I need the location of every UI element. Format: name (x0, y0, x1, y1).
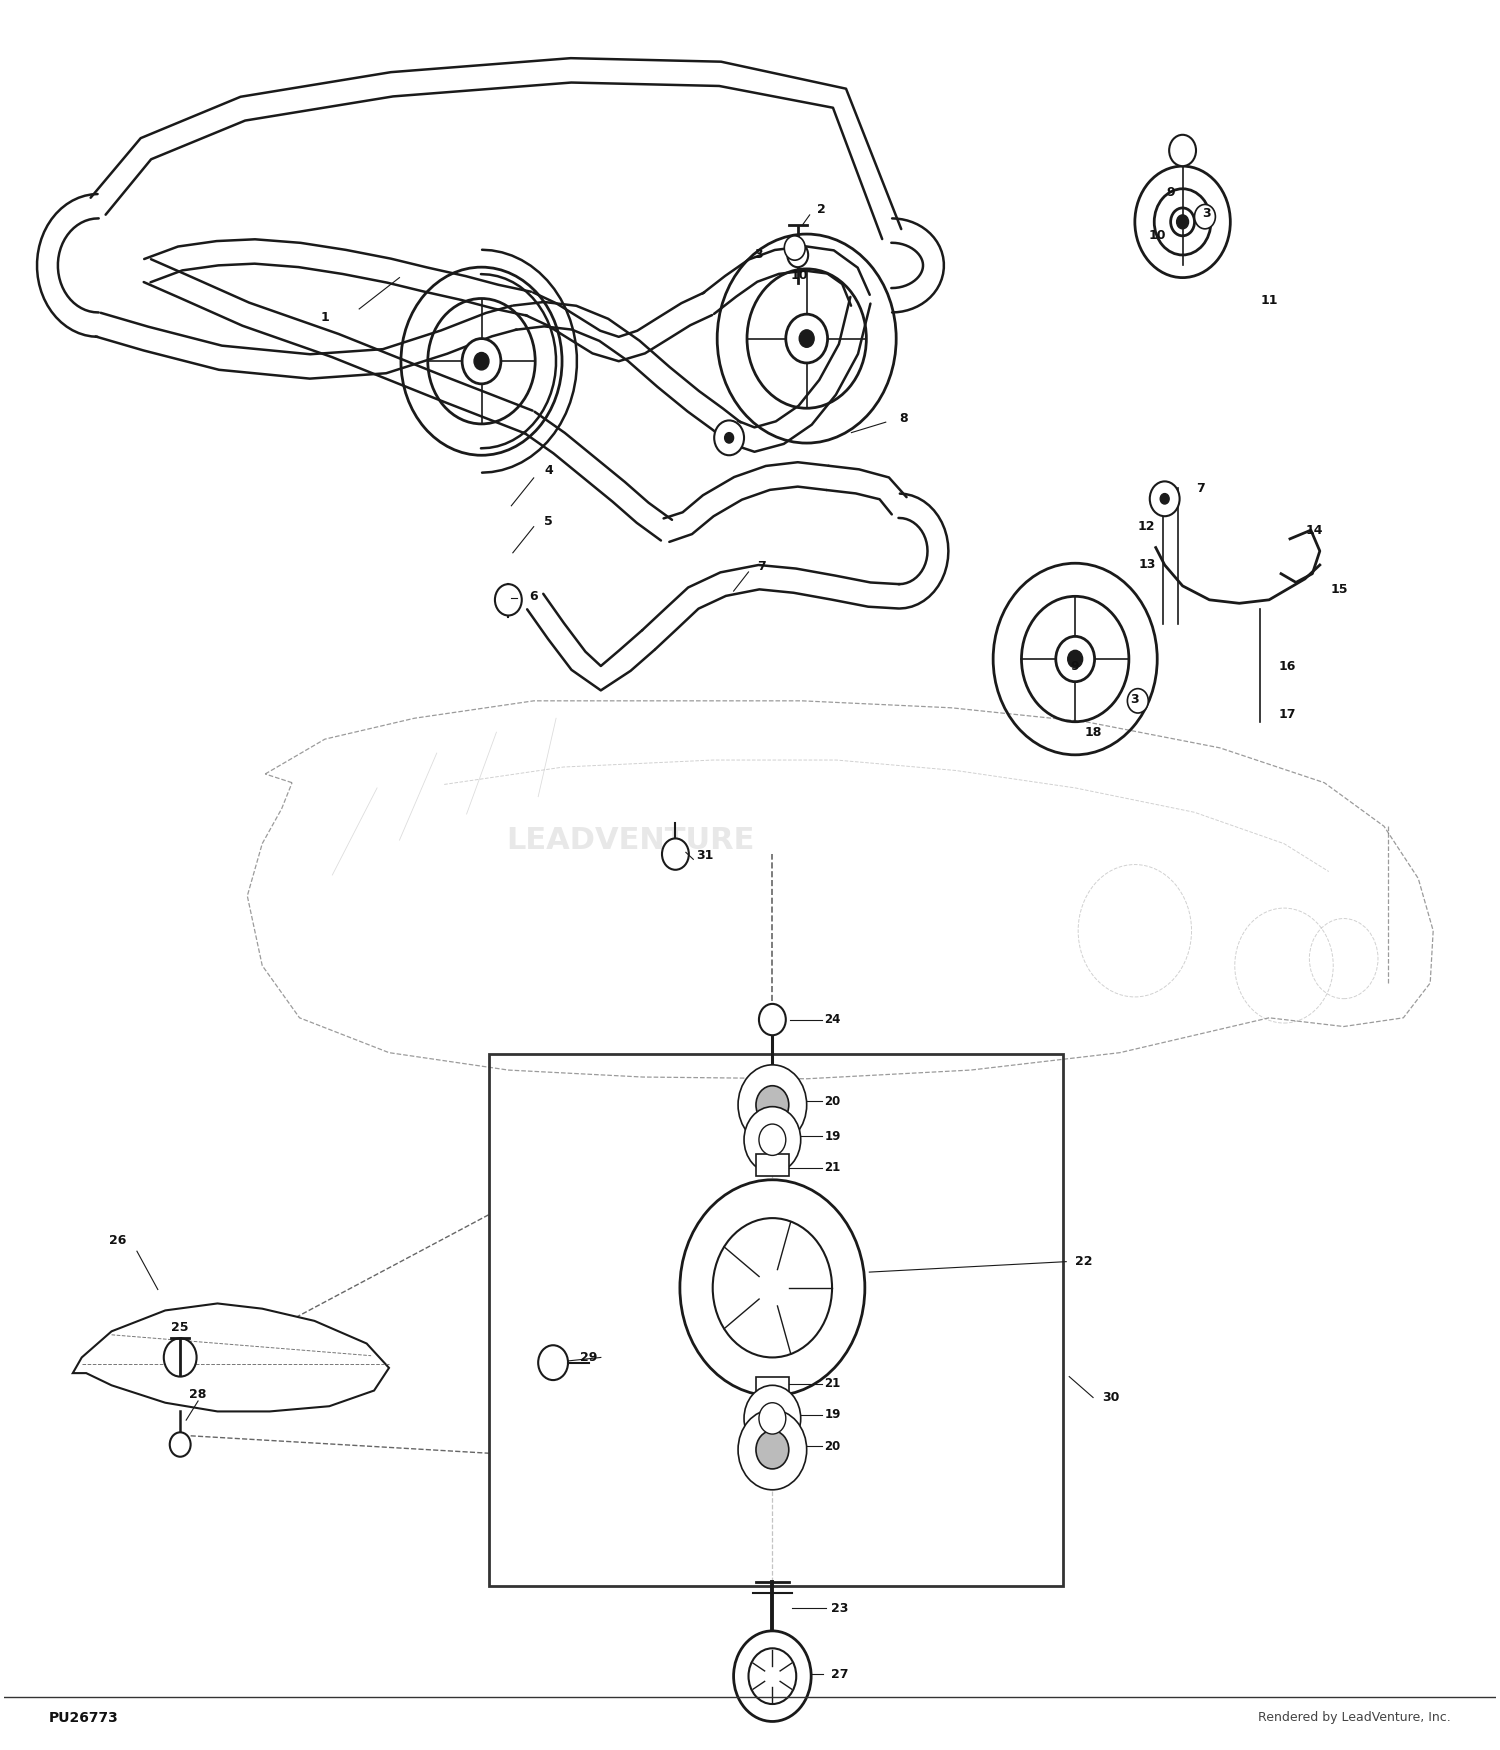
Circle shape (744, 1106, 801, 1172)
Circle shape (680, 1180, 865, 1396)
Text: 22: 22 (1076, 1255, 1094, 1269)
Text: 8: 8 (900, 413, 908, 425)
Text: 2: 2 (818, 203, 827, 217)
Text: 9: 9 (1167, 186, 1174, 200)
Text: LEADVENTURE: LEADVENTURE (507, 826, 754, 854)
Text: PU26773: PU26773 (50, 1712, 118, 1726)
Circle shape (495, 584, 522, 616)
Text: 10: 10 (790, 270, 808, 282)
Text: 25: 25 (171, 1321, 189, 1334)
Text: 3: 3 (1131, 693, 1138, 705)
Text: 13: 13 (1138, 558, 1155, 572)
Circle shape (744, 1386, 801, 1451)
Text: 23: 23 (831, 1601, 848, 1615)
Text: 18: 18 (1084, 726, 1102, 738)
Text: 19: 19 (825, 1409, 842, 1421)
Circle shape (748, 1648, 796, 1704)
Circle shape (1160, 493, 1168, 504)
Circle shape (759, 1404, 786, 1433)
Text: 20: 20 (825, 1440, 842, 1452)
Circle shape (738, 1064, 807, 1144)
Circle shape (164, 1339, 196, 1377)
Circle shape (784, 236, 806, 261)
Text: 10: 10 (1149, 229, 1166, 242)
Circle shape (1056, 637, 1095, 682)
Circle shape (170, 1432, 190, 1456)
Text: 31: 31 (696, 849, 714, 863)
Text: 4: 4 (544, 464, 554, 478)
Circle shape (724, 432, 734, 443)
Text: 9: 9 (1071, 660, 1080, 672)
Text: 3: 3 (1202, 206, 1210, 220)
Bar (756, 1153, 789, 1176)
Circle shape (1176, 215, 1188, 229)
Text: 28: 28 (189, 1388, 207, 1400)
Text: 16: 16 (1278, 660, 1296, 672)
Text: 24: 24 (825, 1013, 842, 1026)
Circle shape (756, 1430, 789, 1468)
Text: 3: 3 (754, 248, 764, 261)
Circle shape (1128, 690, 1149, 712)
Text: 20: 20 (825, 1096, 842, 1108)
Circle shape (462, 338, 501, 383)
Text: 30: 30 (1102, 1391, 1119, 1404)
Circle shape (738, 1410, 807, 1489)
Text: 14: 14 (1305, 523, 1323, 537)
Bar (756, 1377, 789, 1400)
Circle shape (712, 1218, 833, 1358)
Text: 5: 5 (544, 514, 554, 528)
Text: 27: 27 (831, 1668, 849, 1682)
Text: 21: 21 (825, 1160, 842, 1174)
Text: Rendered by LeadVenture, Inc.: Rendered by LeadVenture, Inc. (1258, 1712, 1450, 1724)
Text: 1: 1 (321, 312, 330, 324)
Circle shape (800, 329, 814, 346)
Circle shape (714, 420, 744, 455)
Circle shape (786, 315, 828, 362)
Circle shape (474, 352, 489, 369)
Text: 19: 19 (825, 1130, 842, 1143)
Bar (489, 1055, 1064, 1586)
Circle shape (756, 1085, 789, 1124)
Circle shape (1194, 205, 1215, 229)
Text: 26: 26 (110, 1234, 126, 1248)
Text: 15: 15 (1330, 583, 1348, 595)
Circle shape (1168, 135, 1196, 166)
Text: 21: 21 (825, 1377, 842, 1390)
Circle shape (1068, 651, 1083, 668)
Circle shape (1150, 481, 1179, 516)
Circle shape (759, 1124, 786, 1155)
Polygon shape (74, 1304, 389, 1412)
Text: 29: 29 (580, 1351, 597, 1363)
Text: 11: 11 (1260, 294, 1278, 306)
Text: 7: 7 (758, 560, 766, 574)
Circle shape (759, 1004, 786, 1036)
Circle shape (734, 1631, 812, 1722)
Text: 7: 7 (1196, 481, 1204, 495)
Text: 12: 12 (1138, 520, 1155, 534)
Circle shape (788, 243, 808, 268)
Circle shape (538, 1346, 568, 1381)
Text: 17: 17 (1278, 709, 1296, 721)
Circle shape (662, 838, 688, 870)
Circle shape (1170, 208, 1194, 236)
Text: 6: 6 (530, 590, 538, 602)
